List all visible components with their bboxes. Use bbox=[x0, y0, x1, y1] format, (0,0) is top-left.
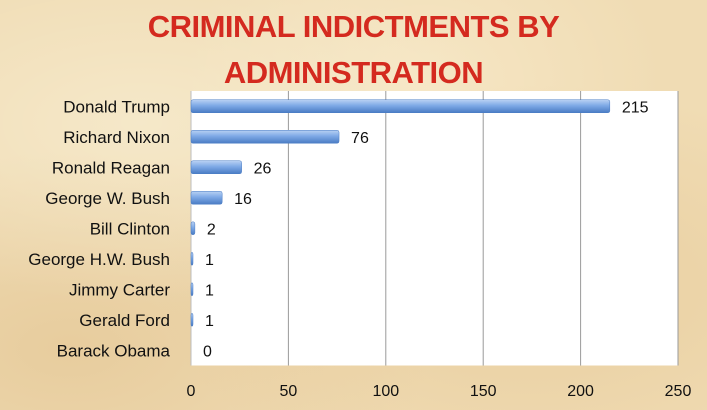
bar bbox=[190, 160, 242, 174]
bar bbox=[190, 313, 194, 327]
value-label: 1 bbox=[205, 252, 214, 269]
value-label: 1 bbox=[205, 282, 214, 299]
value-label: 1 bbox=[205, 313, 214, 330]
value-label: 26 bbox=[254, 160, 272, 177]
x-tick-label: 50 bbox=[280, 383, 298, 400]
x-tick-label: 100 bbox=[372, 383, 399, 400]
category-label: Barack Obama bbox=[57, 341, 171, 360]
chart-title-line-2: ADMINISTRATION bbox=[223, 55, 484, 90]
category-label: Richard Nixon bbox=[63, 128, 170, 147]
chart-title: CRIMINAL INDICTMENTS BY ADMINISTRATION bbox=[0, 4, 707, 96]
category-label: George W. Bush bbox=[45, 189, 170, 208]
bar bbox=[190, 191, 223, 205]
bar bbox=[190, 252, 194, 266]
value-label: 215 bbox=[622, 99, 649, 116]
bar bbox=[190, 221, 196, 235]
x-tick-label: 150 bbox=[470, 383, 497, 400]
category-label: George H.W. Bush bbox=[28, 250, 170, 269]
bar bbox=[190, 282, 194, 296]
category-label: Jimmy Carter bbox=[69, 280, 170, 299]
x-tick-label: 250 bbox=[665, 383, 692, 400]
value-label: 16 bbox=[234, 191, 252, 208]
bars bbox=[190, 99, 611, 327]
category-label: Ronald Reagan bbox=[52, 158, 170, 177]
value-label: 0 bbox=[203, 343, 212, 360]
value-label: 2 bbox=[207, 221, 216, 238]
category-label: Donald Trump bbox=[63, 97, 170, 116]
category-label: Bill Clinton bbox=[90, 219, 170, 238]
x-axis-ticks: 0 50 100 150 200 250 bbox=[187, 383, 692, 400]
x-tick-label: 200 bbox=[567, 383, 594, 400]
category-label: Gerald Ford bbox=[79, 311, 170, 330]
chart-title-line-1: CRIMINAL INDICTMENTS BY bbox=[147, 9, 560, 44]
value-label: 76 bbox=[351, 130, 369, 147]
bar bbox=[190, 130, 340, 144]
bar bbox=[190, 99, 611, 113]
x-tick-label: 0 bbox=[187, 383, 196, 400]
category-labels: Donald Trump Richard Nixon Ronald Reagan Ge… bbox=[28, 97, 170, 360]
